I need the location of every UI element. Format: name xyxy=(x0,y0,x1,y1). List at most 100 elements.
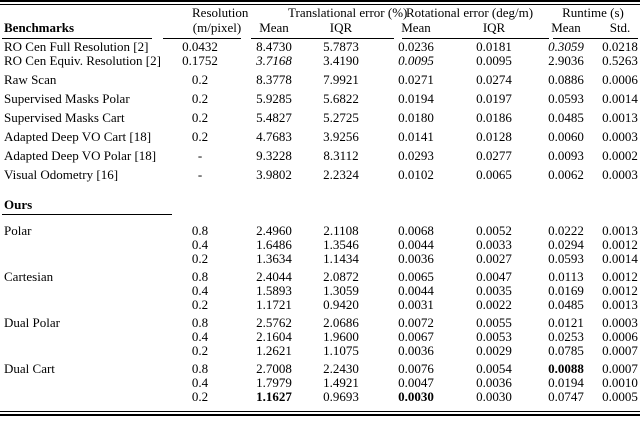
cell-rot-mean: 0.0293 xyxy=(398,148,434,163)
cell-trans-iqr: 5.6822 xyxy=(323,91,359,106)
cell-resolution: 0.8 xyxy=(191,269,209,284)
column-header-rot-mean: Mean xyxy=(401,20,431,35)
cell-resolution: 0.8 xyxy=(191,361,209,376)
cell-rot-iqr: 0.0055 xyxy=(476,315,512,330)
cell-resolution: 0.4 xyxy=(191,329,209,344)
cell-resolution: - xyxy=(197,167,203,182)
cell-rot-mean: 0.0194 xyxy=(398,91,434,106)
cell-runtime-mean: 0.0113 xyxy=(548,269,584,284)
cell-runtime-mean: 0.3059 xyxy=(548,39,584,54)
cell-trans-mean: 2.5762 xyxy=(256,315,292,330)
cell-runtime-std: 0.0013 xyxy=(602,223,638,238)
cell-runtime-std: 0.0002 xyxy=(602,148,638,163)
cell-rot-iqr: 0.0065 xyxy=(476,167,512,182)
cell-runtime-std: 0.0218 xyxy=(602,39,638,54)
table-row: Adapted Deep VO Polar [18] - 9.3228 8.31… xyxy=(0,144,640,163)
cell-trans-mean: 4.7683 xyxy=(256,129,292,144)
cell-trans-iqr: 2.2430 xyxy=(323,361,359,376)
cell-resolution: 0.0432 xyxy=(182,39,218,54)
cell-trans-mean: 9.3228 xyxy=(256,148,292,163)
cell-rot-iqr: 0.0027 xyxy=(476,251,512,266)
cell-resolution: 0.2 xyxy=(191,389,209,404)
cell-runtime-mean: 0.0194 xyxy=(548,375,584,390)
table-row: Dual Cart 0.8 2.7008 2.2430 0.0076 0.005… xyxy=(0,358,640,376)
cell-resolution: 0.8 xyxy=(191,315,209,330)
header-rule-translational xyxy=(251,38,394,39)
cell-rot-mean: 0.0141 xyxy=(398,129,434,144)
table-row: Supervised Masks Cart 0.2 5.4827 5.2725 … xyxy=(0,106,640,125)
cell-trans-iqr: 5.2725 xyxy=(323,110,359,125)
resolution-header-line1: Resolution xyxy=(192,5,249,20)
cell-trans-iqr: 1.4921 xyxy=(323,375,359,390)
section-header-ours: Ours xyxy=(4,197,33,212)
table-row: 0.2 1.3634 1.1434 0.0036 0.0027 0.0593 0… xyxy=(0,252,640,266)
cell-trans-mean: 8.4730 xyxy=(256,39,292,54)
cell-rot-iqr: 0.0036 xyxy=(476,375,512,390)
cell-rot-iqr: 0.0022 xyxy=(476,297,512,312)
cell-trans-iqr: 1.1075 xyxy=(323,343,359,358)
cell-resolution: 0.2 xyxy=(191,110,209,125)
cell-runtime-mean: 0.0060 xyxy=(548,129,584,144)
cell-runtime-std: 0.0003 xyxy=(602,129,638,144)
header-row-groups: Benchmarks Resolution (m/pixel) Translat… xyxy=(0,5,640,35)
cell-runtime-mean: 0.0785 xyxy=(548,343,584,358)
cell-rot-iqr: 0.0274 xyxy=(476,72,512,87)
column-header-runtime-mean: Mean xyxy=(551,20,581,35)
table-row: 0.4 1.7979 1.4921 0.0047 0.0036 0.0194 0… xyxy=(0,376,640,390)
row-label: Dual Polar xyxy=(4,315,60,330)
cell-trans-mean: 2.1604 xyxy=(256,329,292,344)
cell-runtime-std: 0.0007 xyxy=(602,361,638,376)
column-header-rot-iqr: IQR xyxy=(482,20,506,35)
cell-runtime-mean: 0.0169 xyxy=(548,283,584,298)
cell-runtime-std: 0.0006 xyxy=(602,329,638,344)
cell-resolution: - xyxy=(197,148,203,163)
cell-rot-mean: 0.0072 xyxy=(398,315,434,330)
cell-runtime-mean: 0.0593 xyxy=(548,251,584,266)
cell-trans-mean: 5.4827 xyxy=(256,110,292,125)
cell-rot-mean: 0.0102 xyxy=(398,167,434,182)
cell-resolution: 0.2 xyxy=(191,251,209,266)
cell-trans-iqr: 2.0686 xyxy=(323,315,359,330)
table-row: RO Cen Full Resolution [2] 0.0432 8.4730… xyxy=(0,35,640,54)
cell-resolution: 0.2 xyxy=(191,91,209,106)
header-rule-runtime xyxy=(553,38,638,39)
column-header-trans-iqr: IQR xyxy=(329,20,353,35)
cell-resolution: 0.2 xyxy=(191,297,209,312)
top-rule-thick xyxy=(0,0,640,2)
resolution-header-line2: (m/pixel) xyxy=(192,20,242,35)
row-label: Raw Scan xyxy=(4,72,57,87)
cell-runtime-std: 0.0007 xyxy=(602,343,638,358)
cell-runtime-mean: 0.0093 xyxy=(548,148,584,163)
cell-runtime-mean: 0.0253 xyxy=(548,329,584,344)
cell-trans-mean: 3.7168 xyxy=(256,53,292,68)
cell-trans-mean: 5.9285 xyxy=(256,91,292,106)
cell-trans-iqr: 3.9256 xyxy=(323,129,359,144)
table-row: 0.2 1.2621 1.1075 0.0036 0.0029 0.0785 0… xyxy=(0,344,640,358)
cell-trans-iqr: 2.2324 xyxy=(323,167,359,182)
cell-trans-iqr: 1.1434 xyxy=(323,251,359,266)
cell-resolution: 0.2 xyxy=(191,129,209,144)
cell-trans-mean: 1.3634 xyxy=(256,251,292,266)
row-label: Adapted Deep VO Cart [18] xyxy=(4,129,152,144)
cell-rot-iqr: 0.0095 xyxy=(476,53,512,68)
cell-trans-mean: 3.9802 xyxy=(256,167,292,182)
table-row: Dual Polar 0.8 2.5762 2.0686 0.0072 0.00… xyxy=(0,312,640,330)
column-group-translational-error: Translational error (%) xyxy=(288,5,408,20)
cell-runtime-mean: 0.0121 xyxy=(548,315,584,330)
cell-rot-mean: 0.0236 xyxy=(398,39,434,54)
cell-runtime-mean: 0.0294 xyxy=(548,237,584,252)
cell-resolution: 0.4 xyxy=(191,283,209,298)
cell-runtime-mean: 0.0485 xyxy=(548,297,584,312)
cell-runtime-mean: 0.0222 xyxy=(548,223,584,238)
table-row: 0.4 1.5893 1.3059 0.0044 0.0035 0.0169 0… xyxy=(0,284,640,298)
cell-rot-mean: 0.0076 xyxy=(398,361,434,376)
cell-rot-iqr: 0.0047 xyxy=(476,269,512,284)
table-row: 0.4 2.1604 1.9600 0.0067 0.0053 0.0253 0… xyxy=(0,330,640,344)
cell-resolution: 0.4 xyxy=(191,375,209,390)
top-rule-thin xyxy=(0,4,640,5)
cell-trans-mean: 1.6486 xyxy=(256,237,292,252)
row-label: Polar xyxy=(4,223,32,238)
cell-rot-mean: 0.0095 xyxy=(398,53,434,68)
cell-rot-mean: 0.0031 xyxy=(398,297,434,312)
